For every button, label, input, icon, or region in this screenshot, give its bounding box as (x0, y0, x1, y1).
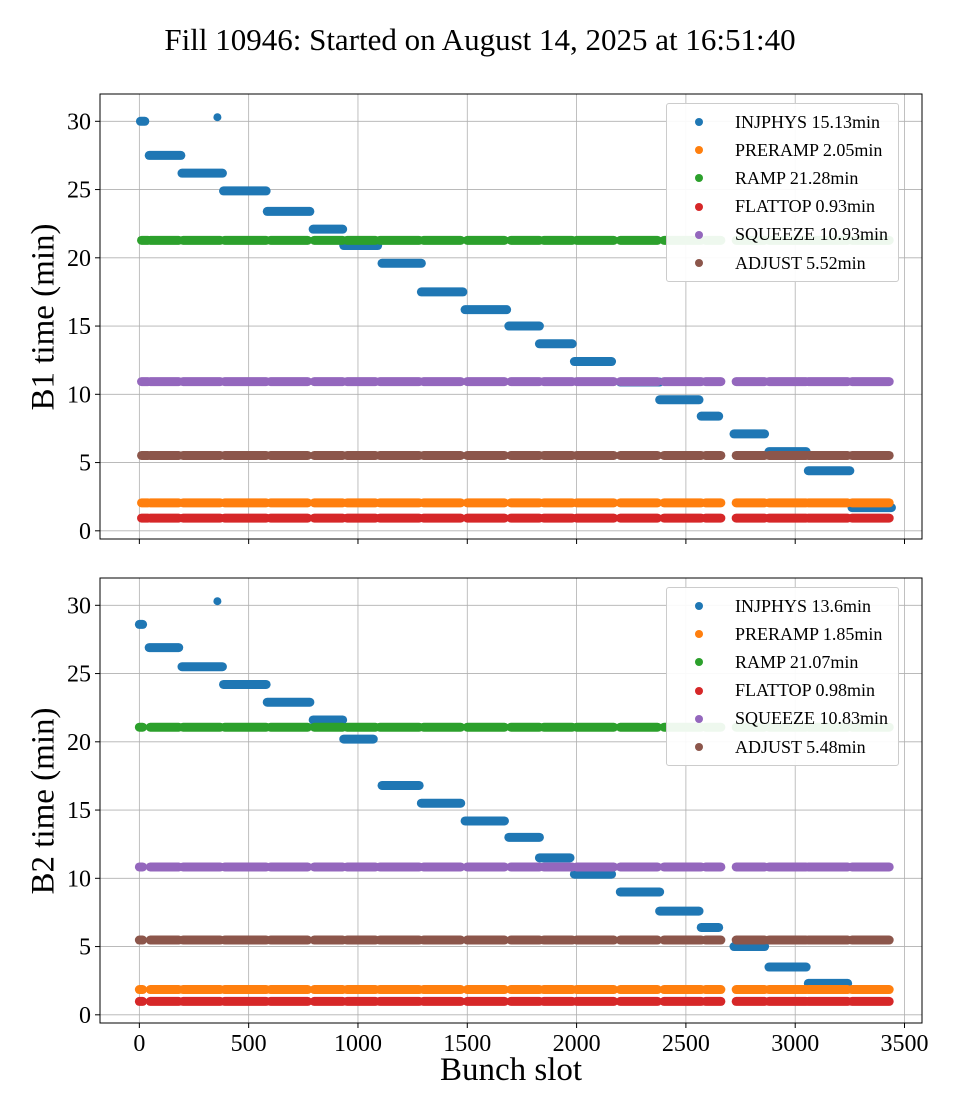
legend-label: INJPHYS 13.6min (735, 595, 872, 616)
y-tick-label: 10 (67, 866, 91, 892)
legend-marker (695, 602, 703, 611)
x-tick-label: 500 (231, 1031, 267, 1057)
legend-label: SQUEEZE 10.93min (735, 224, 888, 245)
legend-item: INJPHYS 13.6min (677, 592, 888, 620)
legend-marker (695, 714, 703, 723)
legend-marker (695, 658, 703, 667)
legend-marker (695, 230, 703, 239)
legend-label: PRERAMP 1.85min (735, 623, 883, 644)
data-point (213, 113, 222, 122)
y-tick-label: 0 (79, 519, 91, 545)
x-tick-label: 1000 (334, 1031, 382, 1057)
legend-label: SQUEEZE 10.83min (735, 708, 888, 729)
legend-b2: INJPHYS 13.6min PRERAMP 1.85min RAMP 21.07… (666, 587, 899, 767)
legend-label: FLATTOP 0.98min (735, 680, 876, 701)
legend-label: ADJUST 5.48min (735, 736, 866, 757)
y-tick-label: 15 (67, 314, 91, 340)
series-injphys (134, 597, 853, 988)
legend-item: PRERAMP 1.85min (677, 620, 888, 648)
legend-b1: INJPHYS 15.13min PRERAMP 2.05min RAMP 21.2… (666, 103, 899, 283)
x-axis-label: Bunch slot (439, 1052, 583, 1088)
y-tick-label: 20 (67, 246, 91, 272)
y-tick-label: 5 (79, 451, 91, 477)
legend-item: FLATTOP 0.98min (677, 677, 888, 705)
legend-item: PRERAMP 2.05min (677, 136, 888, 164)
legend-item: RAMP 21.07min (677, 648, 888, 676)
x-tick-label: 2000 (553, 1031, 601, 1057)
legend-marker (695, 686, 703, 695)
y-tick-label: 0 (79, 1003, 91, 1029)
legend-item: ADJUST 5.52min (677, 249, 888, 277)
legend-marker (695, 743, 703, 752)
legend-item: SQUEEZE 10.83min (677, 705, 888, 733)
x-tick-label: 2500 (662, 1031, 710, 1057)
legend-marker (695, 259, 703, 268)
legend-item: RAMP 21.28min (677, 164, 888, 192)
legend-label: RAMP 21.28min (735, 167, 859, 188)
y-axis-label-b1: B1 time (min) (25, 223, 62, 410)
series-injphys (135, 113, 896, 513)
axes-frame (99, 93, 923, 540)
legend-item: INJPHYS 15.13min (677, 108, 888, 136)
legend-marker (695, 146, 703, 155)
legend-marker (695, 630, 703, 639)
legend-label: FLATTOP 0.93min (735, 196, 876, 217)
legend-item: FLATTOP 0.93min (677, 193, 888, 221)
axes-frame (99, 577, 923, 1024)
legend-marker (695, 174, 703, 183)
data-point (213, 597, 222, 606)
x-tick-label: 0 (133, 1031, 145, 1057)
legend-label: INJPHYS 15.13min (735, 111, 881, 132)
y-axis-label-b2: B2 time (min) (25, 707, 62, 894)
x-tick-label: 3500 (881, 1031, 929, 1057)
legend-label: RAMP 21.07min (735, 651, 859, 672)
legend-marker (695, 118, 703, 127)
figure-title: Fill 10946: Started on August 14, 2025 a… (164, 22, 796, 57)
y-tick-label: 25 (67, 178, 91, 204)
y-tick-label: 10 (67, 382, 91, 408)
y-tick-label: 5 (79, 935, 91, 961)
legend-marker (695, 202, 703, 211)
x-tick-label: 1500 (443, 1031, 491, 1057)
y-tick-label: 25 (67, 662, 91, 688)
y-tick-label: 15 (67, 798, 91, 824)
legend-label: PRERAMP 2.05min (735, 139, 883, 160)
legend-item: SQUEEZE 10.93min (677, 221, 888, 249)
legend-label: ADJUST 5.52min (735, 252, 866, 273)
x-tick-label: 3000 (771, 1031, 819, 1057)
legend-item: ADJUST 5.48min (677, 733, 888, 761)
y-tick-label: 30 (67, 593, 91, 619)
y-tick-label: 20 (67, 730, 91, 756)
y-tick-label: 30 (67, 109, 91, 135)
